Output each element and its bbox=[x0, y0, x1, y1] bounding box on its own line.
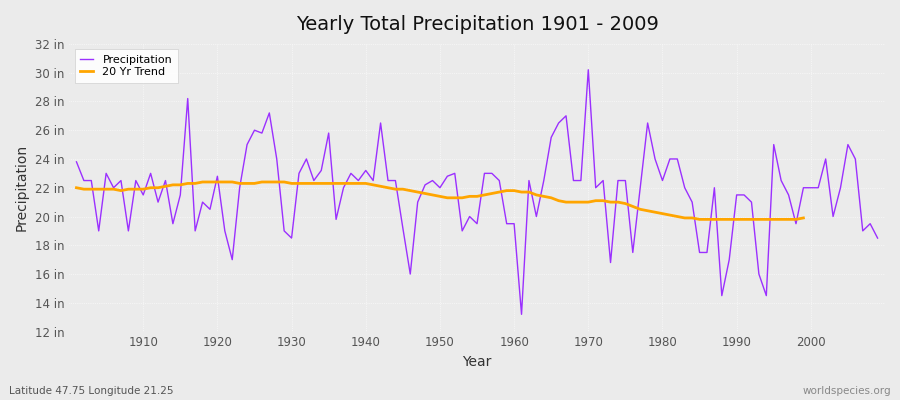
Precipitation bbox=[583, 67, 594, 72]
20 Yr Trend bbox=[798, 216, 809, 220]
Line: Precipitation: Precipitation bbox=[76, 70, 878, 314]
Precipitation bbox=[338, 185, 349, 190]
20 Yr Trend bbox=[650, 210, 661, 214]
20 Yr Trend bbox=[71, 185, 82, 190]
Precipitation bbox=[872, 236, 883, 240]
20 Yr Trend bbox=[197, 180, 208, 184]
Precipitation bbox=[508, 221, 519, 226]
20 Yr Trend bbox=[464, 194, 475, 199]
Precipitation bbox=[71, 160, 82, 164]
Text: Latitude 47.75 Longitude 21.25: Latitude 47.75 Longitude 21.25 bbox=[9, 386, 174, 396]
Title: Yearly Total Precipitation 1901 - 2009: Yearly Total Precipitation 1901 - 2009 bbox=[295, 15, 659, 34]
X-axis label: Year: Year bbox=[463, 355, 491, 369]
Line: 20 Yr Trend: 20 Yr Trend bbox=[76, 182, 804, 219]
Legend: Precipitation, 20 Yr Trend: Precipitation, 20 Yr Trend bbox=[75, 50, 177, 83]
20 Yr Trend bbox=[301, 181, 311, 186]
Precipitation bbox=[516, 312, 526, 317]
20 Yr Trend bbox=[249, 181, 260, 186]
Text: worldspecies.org: worldspecies.org bbox=[803, 386, 891, 396]
20 Yr Trend bbox=[271, 180, 282, 184]
Precipitation bbox=[501, 221, 512, 226]
20 Yr Trend bbox=[442, 196, 453, 200]
20 Yr Trend bbox=[694, 217, 705, 222]
Y-axis label: Precipitation: Precipitation bbox=[15, 144, 29, 231]
Precipitation bbox=[130, 178, 141, 183]
Precipitation bbox=[293, 171, 304, 176]
Precipitation bbox=[613, 178, 624, 183]
